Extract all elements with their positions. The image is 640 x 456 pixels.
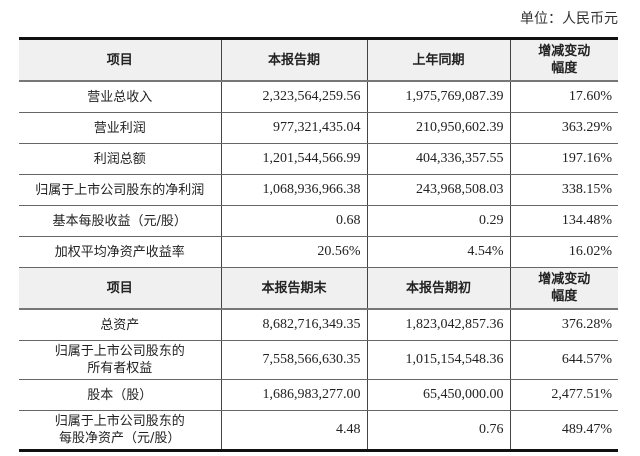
row-current: 4.48 (220, 410, 367, 451)
header-current-period: 本报告期 (220, 38, 367, 82)
row-item: 归属于上市公司股东的 所有者权益 (19, 340, 221, 380)
row-prior: 243,968,508.03 (366, 174, 510, 206)
row-item: 股本（股） (19, 379, 221, 411)
table-row: 利润总额 1,201,544,566.99 404,336,357.55 197… (19, 143, 618, 175)
row-item: 总资产 (19, 309, 221, 341)
row-item: 营业总收入 (19, 81, 221, 113)
header-change: 增减变动 幅度 (509, 38, 618, 82)
row-change: 644.57% (509, 340, 618, 380)
row-prior: 0.29 (366, 205, 510, 237)
row-prior: 65,450,000.00 (366, 379, 510, 411)
financial-summary-table: 项目 本报告期 上年同期 增减变动 幅度 营业总收入 2,323,564,259.… (19, 37, 618, 452)
row-item: 加权平均净资产收益率 (19, 236, 221, 268)
row-item: 归属于上市公司股东的 每股净资产（元/股） (54, 414, 185, 446)
row-prior: 0.76 (366, 410, 510, 451)
row-prior: 1,015,154,548.36 (366, 340, 510, 380)
row-current: 20.56% (220, 236, 367, 268)
row-change: 134.48% (509, 205, 618, 237)
row-change: 197.16% (509, 143, 618, 175)
row-current: 1,686,983,277.00 (220, 379, 367, 411)
header-item: 项目 (19, 38, 221, 82)
row-prior: 4.54% (366, 236, 510, 268)
table-row: 归属于上市公司股东的净利润 1,068,936,966.38 243,968,5… (19, 174, 618, 206)
unit-label: 单位：人民币元 (520, 11, 618, 27)
table-header-row: 项目 本报告期 上年同期 增减变动 幅度 (19, 38, 618, 82)
row-current: 7,558,566,630.35 (220, 340, 367, 380)
row-current: 977,321,435.04 (220, 112, 367, 144)
row-item: 基本每股收益（元/股） (19, 205, 221, 237)
header-change: 增减变动 幅度 (509, 267, 618, 310)
table-row: 加权平均净资产收益率 20.56% 4.54% 16.02% (19, 236, 618, 268)
table-row: 基本每股收益（元/股） 0.68 0.29 134.48% (19, 205, 618, 237)
table-row: 营业利润 977,321,435.04 210,950,602.39 363.2… (19, 112, 618, 144)
row-item: 营业利润 (19, 112, 221, 144)
row-prior: 1,823,042,857.36 (366, 309, 510, 341)
row-item: 利润总额 (19, 143, 221, 175)
header-period-end: 本报告期末 (220, 267, 367, 310)
row-current: 1,068,936,966.38 (220, 174, 367, 206)
table-row: 归属于上市公司股东的 所有者权益 7,558,566,630.35 1,015,1… (19, 340, 618, 380)
row-change: 338.15% (509, 174, 618, 206)
row-change: 363.29% (509, 112, 618, 144)
row-current: 2,323,564,259.56 (220, 81, 367, 113)
row-change: 17.60% (509, 81, 618, 113)
row-item: 归属于上市公司股东的净利润 (19, 174, 221, 206)
table-row: 营业总收入 2,323,564,259.56 1,975,769,087.39 … (19, 81, 618, 113)
header-prior-period: 上年同期 (366, 38, 510, 82)
row-current: 1,201,544,566.99 (220, 143, 367, 175)
row-prior: 404,336,357.55 (366, 143, 510, 175)
row-change: 489.47% (509, 410, 618, 451)
table-header-row: 项目 本报告期末 本报告期初 增减变动 幅度 (19, 267, 618, 310)
row-change: 16.02% (509, 236, 618, 268)
table-row: 总资产 8,682,716,349.35 1,823,042,857.36 37… (19, 309, 618, 341)
header-period-start: 本报告期初 (366, 267, 510, 310)
header-item: 项目 (19, 267, 221, 310)
row-change: 376.28% (509, 309, 618, 341)
table-row: 归属于上市公司股东的 每股净资产（元/股） 4.48 0.76 489.47% (19, 410, 618, 451)
row-current: 0.68 (220, 205, 367, 237)
row-prior: 210,950,602.39 (366, 112, 510, 144)
row-prior: 1,975,769,087.39 (366, 81, 510, 113)
row-current: 8,682,716,349.35 (220, 309, 367, 341)
table-row: 股本（股） 1,686,983,277.00 65,450,000.00 2,4… (19, 379, 618, 411)
row-change: 2,477.51% (509, 379, 618, 411)
